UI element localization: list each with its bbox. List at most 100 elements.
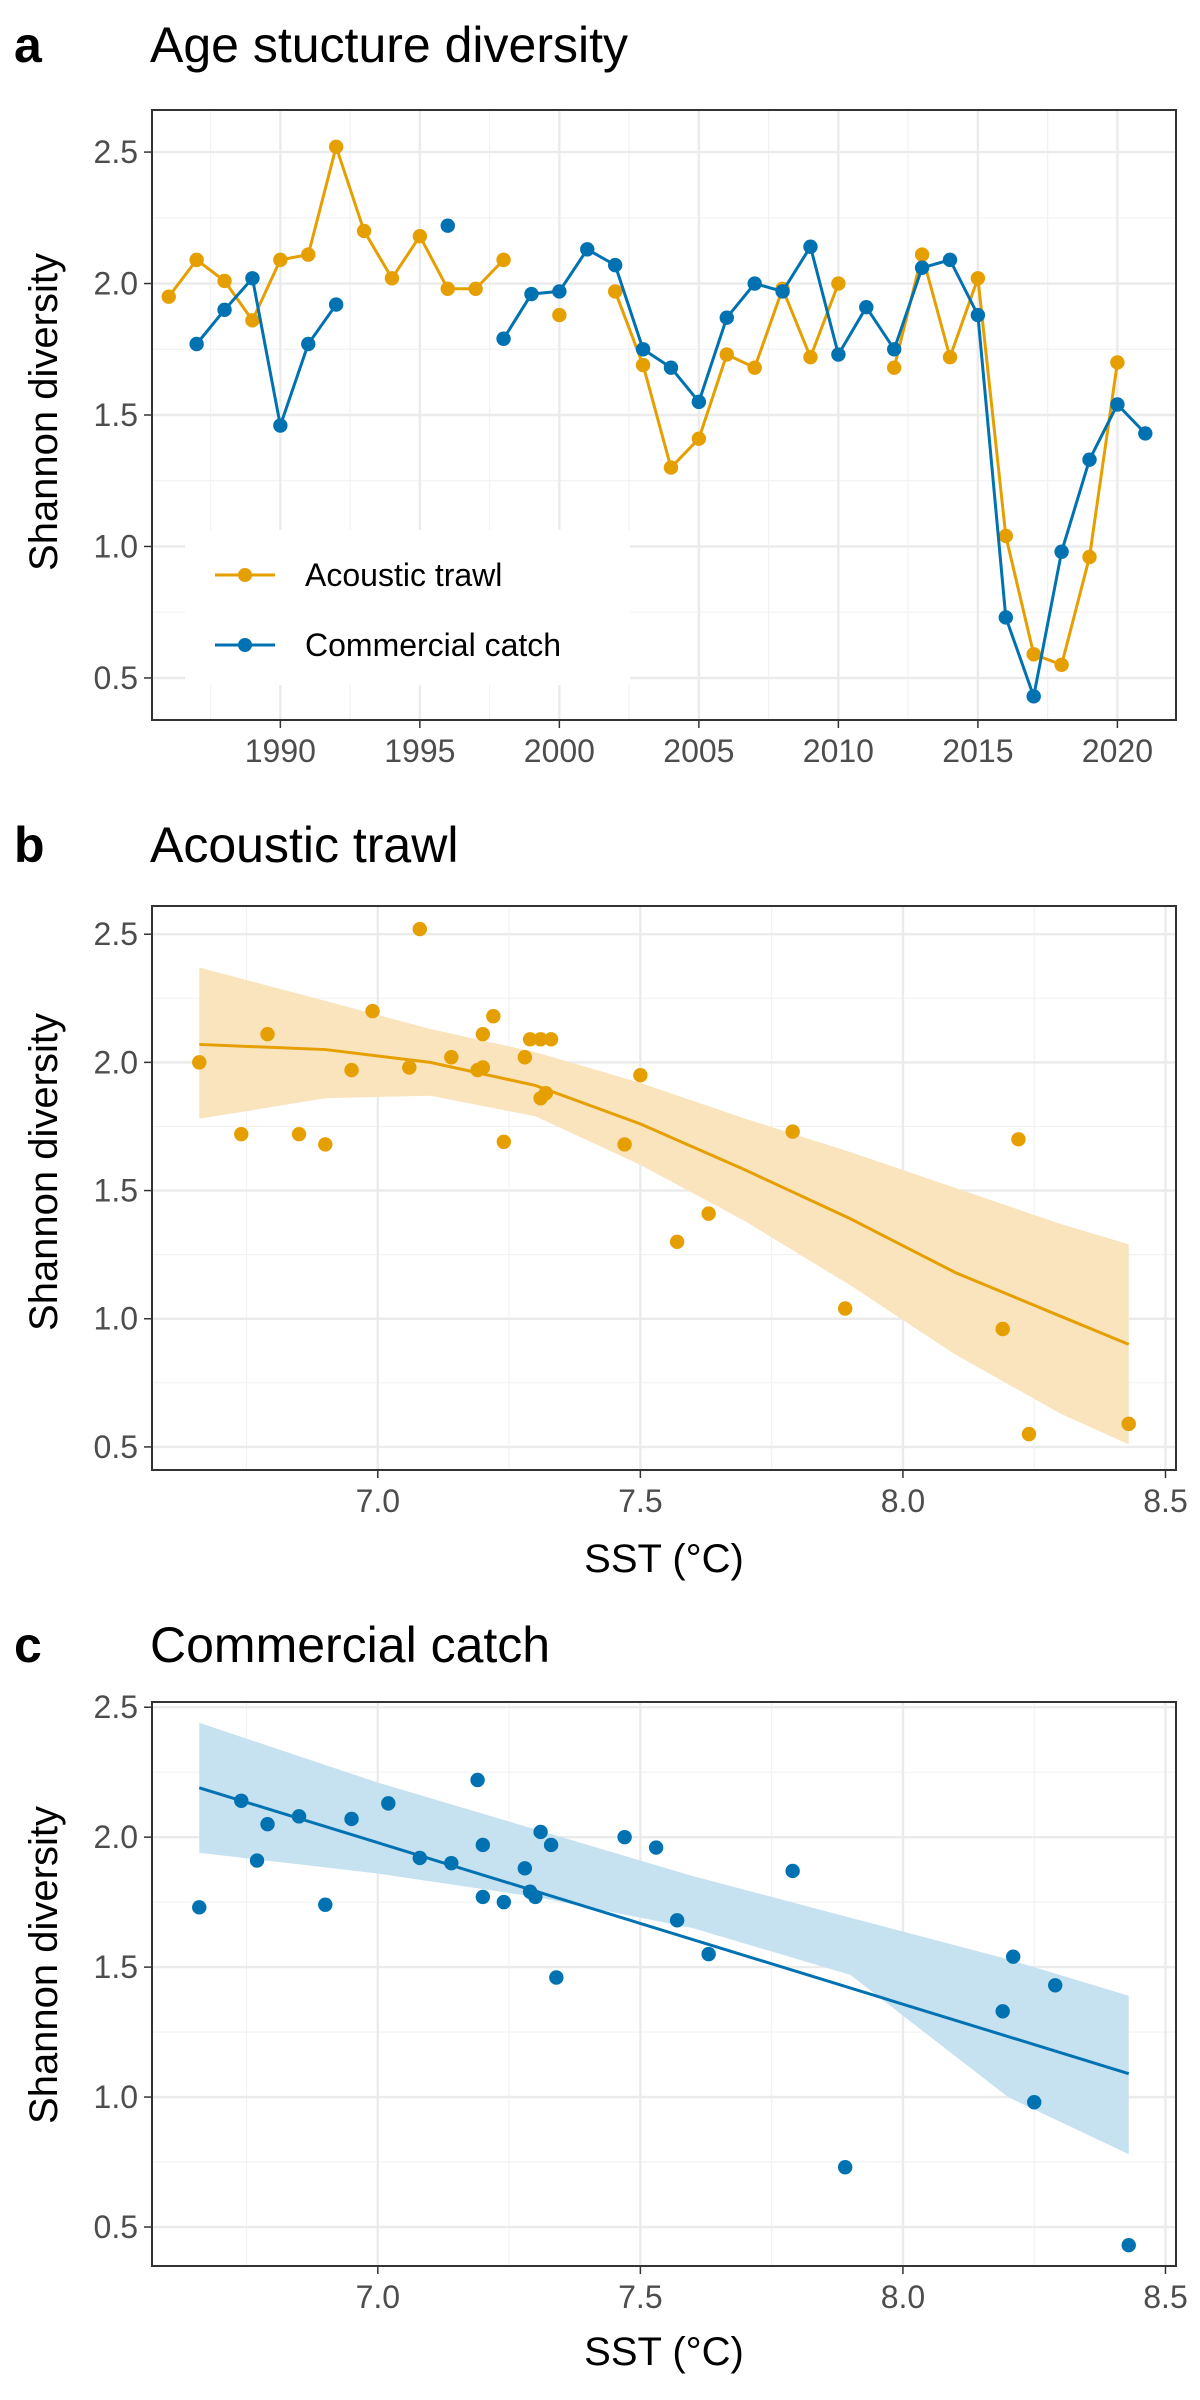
- panel-b-title: Acoustic trawl: [150, 817, 458, 873]
- panel-a-series-line-commercial-catch: [195, 276, 338, 428]
- panel-a-y-tick-label: 0.5: [94, 660, 138, 696]
- panel-a-point-commercial-catch: [970, 307, 986, 323]
- panel-a-point-commercial-catch: [301, 336, 316, 352]
- panel-a-point-acoustic-trawl: [942, 349, 958, 365]
- panel-a-point-commercial-catch: [775, 284, 790, 299]
- panel-a: a Age stucture diversity Shannon diversi…: [14, 17, 1177, 769]
- panel-a-letter: a: [14, 17, 43, 73]
- panel-c-confidence-band: [199, 1722, 1129, 2155]
- panel-b-point: [412, 921, 428, 937]
- panel-c-point: [617, 1829, 632, 1845]
- panel-c-y-axis-title: Shannon diversity: [22, 1806, 66, 2124]
- panel-a-point-commercial-catch: [942, 252, 958, 268]
- panel-c-plot-border: [151, 1701, 1177, 2267]
- panel-a-point-commercial-catch: [635, 342, 651, 357]
- panel-a-point-commercial-catch: [552, 284, 567, 299]
- panel-b-x-tick-label: 8.0: [881, 1483, 925, 1519]
- panel-c-point: [837, 2160, 853, 2175]
- panel-c-point: [1006, 1949, 1021, 1964]
- panel-a-y-tick-label: 2.0: [94, 266, 138, 302]
- panel-b-y-tick-label: 2.5: [94, 916, 138, 952]
- panel-c-point: [517, 1861, 533, 1876]
- panel-b-letter: b: [14, 817, 45, 873]
- panel-a-x-tick-label: 2005: [663, 733, 734, 769]
- panel-a-point-commercial-catch: [691, 394, 707, 410]
- panel-a-point-commercial-catch: [1110, 397, 1125, 412]
- panel-a-x-tick-label: 1995: [384, 733, 455, 769]
- panel-c-point: [234, 1793, 249, 1808]
- panel-a-point-acoustic-trawl: [914, 247, 930, 262]
- panel-a-point-acoustic-trawl: [719, 347, 734, 362]
- panel-b-point: [701, 1206, 716, 1221]
- panel-c-point: [1048, 1978, 1063, 1993]
- panel-a-point-commercial-catch: [580, 242, 595, 257]
- panel-b-point: [475, 1060, 491, 1075]
- panel-a-point-commercial-catch: [328, 297, 344, 312]
- panel-a-point-commercial-catch: [803, 239, 818, 254]
- panel-b-point: [837, 1301, 853, 1316]
- panel-a-point-acoustic-trawl: [1026, 647, 1041, 662]
- panel-c-x-tick-label: 8.5: [1143, 2279, 1187, 2315]
- panel-a-point-acoustic-trawl: [998, 528, 1013, 544]
- panel-c-point: [260, 1816, 275, 1832]
- panel-a-point-acoustic-trawl: [217, 273, 232, 289]
- panel-c-point: [1121, 2238, 1136, 2253]
- panel-c-y-tick-label: 2.0: [94, 1819, 138, 1855]
- panel-b-point: [785, 1124, 800, 1139]
- panel-c-point: [669, 1913, 685, 1928]
- panel-a-point-commercial-catch: [245, 271, 260, 286]
- panel-a-point-acoustic-trawl: [189, 252, 204, 268]
- legend-key-commercial-catch-point: [238, 638, 252, 652]
- panel-b-plot: 7.0 7.5 8.0 8.5 0.5 1.0 1.5 2.0 2.5: [94, 905, 1188, 1519]
- panel-b-point: [1021, 1426, 1037, 1442]
- panel-b-point: [344, 1062, 359, 1078]
- panel-a-point-acoustic-trawl: [328, 139, 344, 155]
- panel-a-point-commercial-catch: [273, 418, 288, 433]
- panel-a-point-commercial-catch: [1054, 544, 1069, 559]
- panel-a-point-commercial-catch: [524, 286, 539, 302]
- panel-b-point: [444, 1050, 459, 1065]
- panel-b-x-axis-title: SST (°C): [584, 1537, 744, 1581]
- panel-c-x-tick-label: 8.0: [881, 2279, 925, 2315]
- panel-a-point-acoustic-trawl: [496, 252, 511, 268]
- panel-c-y-tick-label: 1.5: [94, 1949, 138, 1985]
- panel-a-title: Age stucture diversity: [150, 17, 628, 73]
- panel-a-point-commercial-catch: [217, 302, 232, 318]
- panel-a-point-acoustic-trawl: [803, 349, 818, 365]
- panel-c-point: [475, 1889, 491, 1905]
- panel-c-point: [291, 1809, 307, 1824]
- panel-a-point-acoustic-trawl: [552, 307, 567, 323]
- panel-b-x-tick-label: 8.5: [1143, 1483, 1187, 1519]
- panel-a-legend: Acoustic trawl Commercial catch: [185, 530, 630, 685]
- panel-c-y-tick-label: 0.5: [94, 2209, 138, 2245]
- panel-c-point: [249, 1853, 265, 1868]
- panel-a-plot-border: [151, 109, 1177, 721]
- panel-a-point-commercial-catch: [607, 257, 623, 273]
- panel-a-point-acoustic-trawl: [691, 431, 707, 446]
- panel-b-point: [475, 1026, 491, 1042]
- panel-b-point: [486, 1009, 501, 1024]
- panel-b-point: [496, 1134, 512, 1150]
- panel-c-point: [475, 1837, 491, 1853]
- panel-a-point-acoustic-trawl: [1110, 355, 1125, 370]
- panel-b-fit-line: [199, 1042, 1130, 1346]
- panel-a-point-commercial-catch: [440, 218, 455, 233]
- panel-a-point-acoustic-trawl: [412, 229, 428, 244]
- panel-a-point-commercial-catch: [1026, 689, 1041, 704]
- panel-b-point: [669, 1234, 685, 1250]
- panel-a-point-acoustic-trawl: [970, 271, 986, 286]
- panel-b-point: [633, 1068, 648, 1083]
- panel-c-point: [318, 1897, 333, 1912]
- panel-b-point: [234, 1126, 249, 1142]
- panel-a-point-acoustic-trawl: [384, 271, 400, 286]
- panel-c-x-tick-label: 7.5: [618, 2279, 662, 2315]
- panel-b-point: [291, 1126, 307, 1142]
- panel-a-point-commercial-catch: [663, 360, 679, 375]
- panel-a-point-commercial-catch: [831, 347, 846, 362]
- panel-b-point: [1121, 1416, 1136, 1432]
- panel-c-point: [549, 1970, 564, 1985]
- legend-label-acoustic-trawl: Acoustic trawl: [305, 557, 502, 593]
- panel-a-point-acoustic-trawl: [273, 252, 288, 268]
- panel-c-letter: c: [14, 1617, 42, 1673]
- panel-a-point-acoustic-trawl: [607, 284, 623, 299]
